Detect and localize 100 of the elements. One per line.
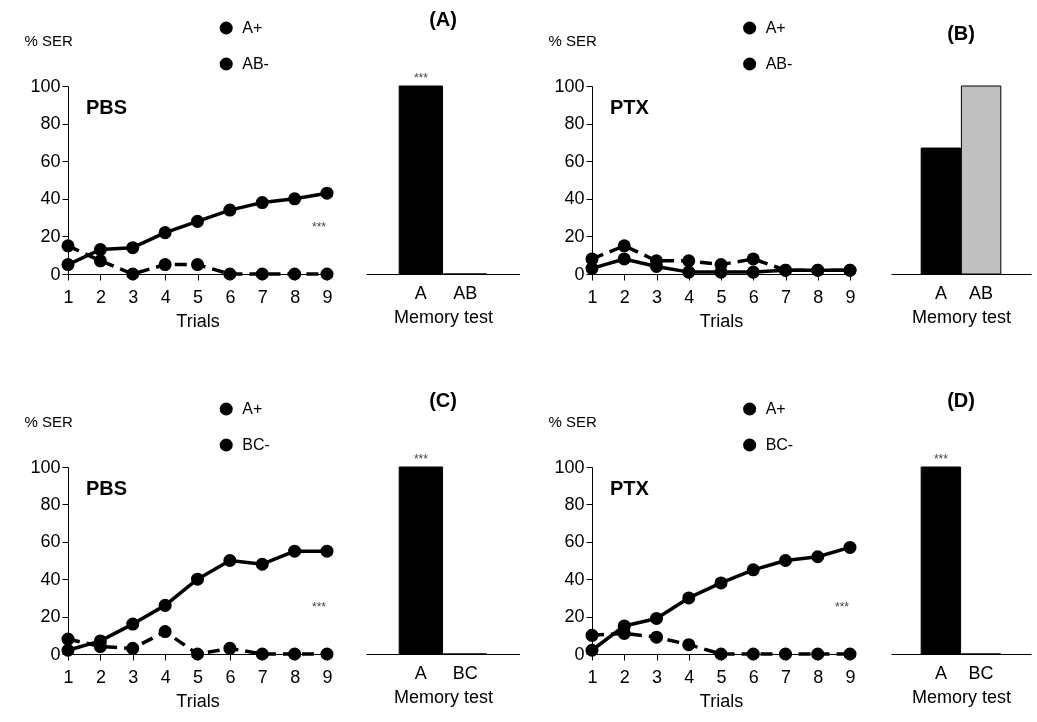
x-axis-title: Memory test <box>911 306 1012 327</box>
x-tick-label: 8 <box>290 286 301 307</box>
x-tick-label: 1 <box>63 666 74 687</box>
x-tick-label: 4 <box>684 666 695 687</box>
x-tick-label: 5 <box>716 286 727 307</box>
x-tick-label: 9 <box>845 666 856 687</box>
chart-title: (D) <box>947 389 975 411</box>
x-axis-title: Trials <box>176 310 220 331</box>
legend-label: A+ <box>765 400 786 417</box>
x-tick-label: BC <box>452 662 478 683</box>
x-tick-label: 2 <box>95 286 106 307</box>
x-tick-label: 1 <box>587 286 598 307</box>
legend-label: A+ <box>765 19 786 36</box>
legend-label: A+ <box>242 400 263 417</box>
x-tick-label: 4 <box>160 666 171 687</box>
x-tick-label: 2 <box>619 666 630 687</box>
y-tick-label: 20 <box>564 606 585 627</box>
chart-title: (B) <box>947 21 975 44</box>
x-tick-label: 2 <box>95 666 106 687</box>
annotation: PTX <box>610 477 650 499</box>
y-axis-title: % SER <box>548 412 598 430</box>
x-axis-title: Trials <box>176 690 220 711</box>
y-tick-label: 20 <box>40 606 61 627</box>
x-tick-label: AB <box>453 282 478 303</box>
x-tick-label: AB <box>969 282 994 303</box>
y-tick-label: 60 <box>40 531 61 552</box>
y-tick-label: 40 <box>564 568 585 589</box>
chart-title: (C) <box>429 389 457 411</box>
annotation: *** <box>834 600 850 615</box>
annotation: PTX <box>610 96 650 118</box>
x-tick-label: 4 <box>684 286 695 307</box>
x-tick-label: 6 <box>225 666 236 687</box>
y-tick-label: 100 <box>30 456 61 477</box>
x-axis-title: Memory test <box>393 686 494 707</box>
x-tick-label: 3 <box>651 666 663 687</box>
y-tick-label: 0 <box>574 643 585 664</box>
x-axis-title: Trials <box>699 690 744 711</box>
x-tick-label: 1 <box>63 286 74 307</box>
y-axis-title: % SER <box>548 31 598 49</box>
x-tick-label: 4 <box>160 286 171 307</box>
x-tick-label: 5 <box>192 666 204 687</box>
x-tick-label: 8 <box>813 286 824 307</box>
x-tick-label: 5 <box>192 286 204 307</box>
x-tick-label: A <box>934 282 947 303</box>
legend-label: BC- <box>242 436 270 453</box>
x-tick-label: 6 <box>748 666 759 687</box>
x-tick-label: 8 <box>290 666 301 687</box>
y-axis-title: % SER <box>24 31 74 49</box>
x-tick-label: 9 <box>322 286 333 307</box>
y-tick-label: 100 <box>30 75 61 96</box>
x-tick-label: 6 <box>748 286 759 307</box>
y-tick-label: 40 <box>40 568 61 589</box>
annotation: *** <box>311 220 327 234</box>
y-tick-label: 100 <box>554 456 585 477</box>
x-tick-label: 3 <box>128 286 139 307</box>
x-tick-label: 6 <box>225 286 236 307</box>
chart-title: (A) <box>429 8 457 30</box>
x-tick-label: 2 <box>619 286 630 307</box>
y-tick-label: 80 <box>40 113 61 134</box>
x-tick-label: 9 <box>845 286 856 307</box>
text: *** <box>933 452 949 466</box>
x-tick-label: 7 <box>257 286 268 307</box>
x-tick-label: 5 <box>716 666 727 687</box>
annotation: PBS <box>86 477 128 499</box>
annotation: *** <box>311 600 327 615</box>
y-tick-label: 60 <box>40 150 61 171</box>
y-tick-label: 100 <box>554 75 585 96</box>
y-tick-label: 20 <box>40 225 61 246</box>
x-tick-label: A <box>414 282 427 303</box>
text: *** <box>413 71 429 85</box>
legend-label: AB- <box>765 55 793 72</box>
text: *** <box>413 452 429 466</box>
legend-label: BC- <box>765 436 794 453</box>
y-tick-label: 80 <box>564 113 585 134</box>
x-tick-label: 1 <box>587 666 598 687</box>
y-tick-label: 60 <box>564 531 585 552</box>
x-axis-title: Memory test <box>393 306 494 327</box>
annotation: PBS <box>86 96 128 118</box>
y-tick-label: 0 <box>50 263 61 284</box>
legend-label: AB- <box>242 55 269 72</box>
y-tick-label: 40 <box>40 188 61 209</box>
x-axis-title: Trials <box>699 310 744 331</box>
legend-label: A+ <box>242 19 263 36</box>
x-tick-label: 7 <box>257 666 268 687</box>
x-tick-label: 9 <box>322 666 333 687</box>
x-tick-label: A <box>414 662 427 683</box>
y-tick-label: 80 <box>40 493 61 514</box>
x-tick-label: 8 <box>813 666 824 687</box>
y-tick-label: 0 <box>574 263 585 284</box>
y-axis-title: % SER <box>24 412 74 430</box>
x-tick-label: BC <box>968 662 994 683</box>
x-axis-title: Memory test <box>911 686 1012 707</box>
x-tick-label: 3 <box>651 286 663 307</box>
y-tick-label: 20 <box>564 225 585 246</box>
x-tick-label: A <box>934 662 947 683</box>
x-tick-label: 7 <box>780 286 792 307</box>
x-tick-label: 7 <box>780 666 792 687</box>
x-tick-label: 3 <box>128 666 139 687</box>
y-tick-label: 40 <box>564 188 585 209</box>
y-tick-label: 60 <box>564 150 585 171</box>
